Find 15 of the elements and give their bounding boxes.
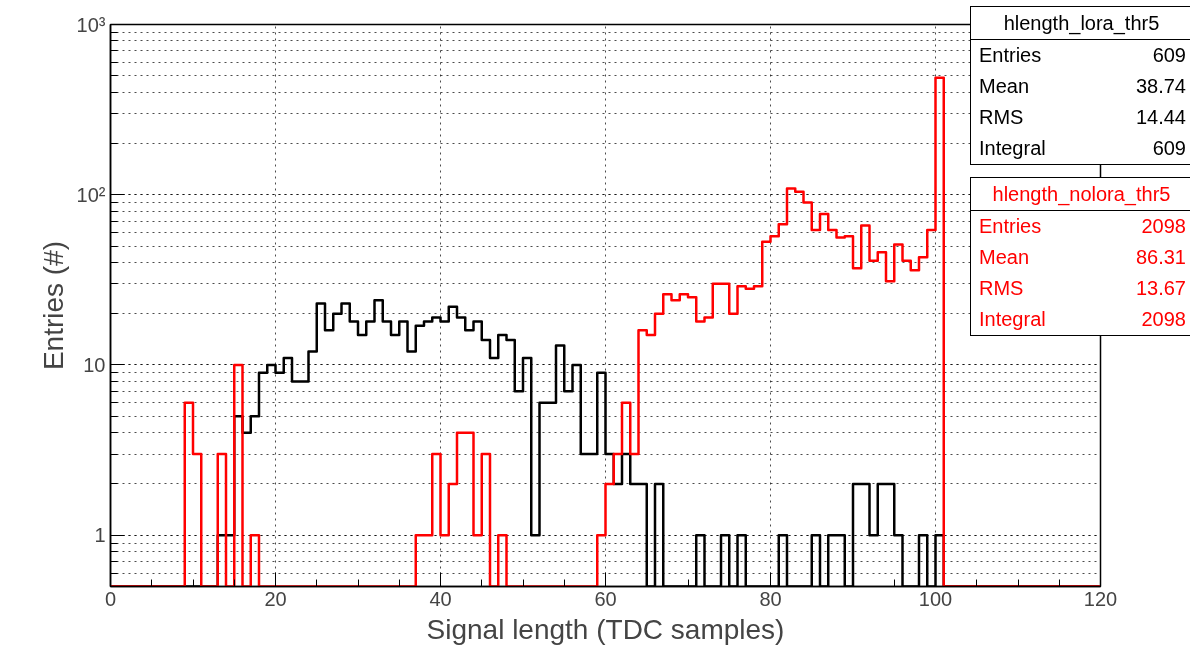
x-tick-label: 120 — [1083, 587, 1118, 610]
x-tick-label: 80 — [759, 587, 782, 610]
y-tick-label: 1 — [94, 524, 106, 547]
x-tick-label: 40 — [429, 587, 452, 610]
x-tick-label: 100 — [918, 587, 953, 610]
x-tick-label: 0 — [104, 587, 117, 610]
y-axis-title: Entries (#) — [37, 240, 69, 371]
x-tick-label: 20 — [264, 587, 287, 610]
x-tick-label: 60 — [594, 587, 617, 610]
legend: hlength_nolora_thr5 Entries 2098 Mean 86.31 RMS 13.67 Integral 2098 — [970, 177, 1190, 336]
legend: hlength_lora_thr5 Entries 609 Mean 38.74 RMS 14.44 Integral 609 — [970, 6, 1190, 165]
y-tick-label: 10 — [83, 354, 106, 376]
x-axis-title: Signal length (TDC samples) — [426, 613, 785, 645]
y-tick-label: 10² — [76, 183, 106, 206]
y-tick-label: 10³ — [76, 13, 106, 36]
